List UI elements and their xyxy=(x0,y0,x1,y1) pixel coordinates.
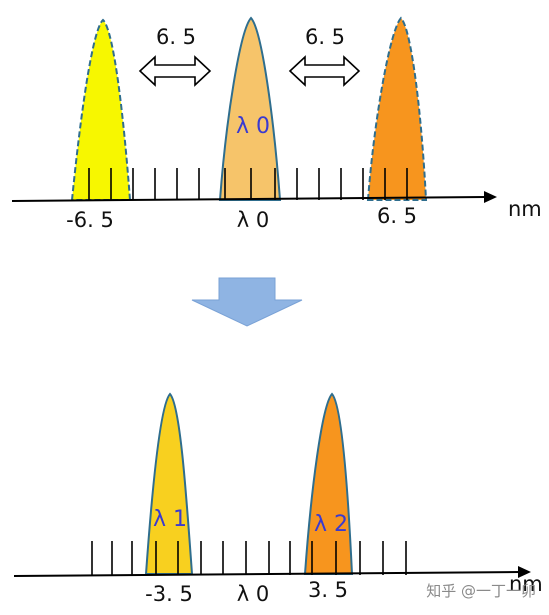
gap-left-label: 6. 5 xyxy=(156,25,196,49)
watermark: 知乎 @一丁一卯 xyxy=(426,582,536,600)
double-arrow-left xyxy=(138,55,212,87)
bottom-tick-label-left: -3. 5 xyxy=(145,582,193,606)
bottom-tick-label-center: λ 0 xyxy=(237,582,269,606)
gap-right-label: 6. 5 xyxy=(305,25,345,49)
bottom-panel: λ 1 λ 2 -3. 5 λ 0 3. 5 nm xyxy=(13,392,543,606)
peak-lambda1-label: λ 1 xyxy=(153,507,187,532)
center-peak-label: λ 0 xyxy=(236,114,270,139)
peak-center-lambda0 xyxy=(218,16,282,201)
down-arrow-icon xyxy=(191,277,303,327)
peak-lambda2-label: λ 2 xyxy=(314,512,348,537)
transition-arrow xyxy=(191,277,303,327)
top-axis-unit: nm xyxy=(508,197,542,221)
peak-right-orange xyxy=(366,16,428,201)
bottom-axis-unit: nm xyxy=(509,572,543,596)
top-panel: 6. 5 6. 5 λ 0 -6. 5 λ 0 6. 5 nm xyxy=(11,16,542,232)
bottom-axis-ticks xyxy=(91,541,407,575)
top-axis-arrowhead xyxy=(484,191,497,203)
double-arrow-right xyxy=(288,55,361,87)
peak-lambda1 xyxy=(144,392,194,575)
bottom-axis-line xyxy=(13,571,521,577)
peak-left-yellow xyxy=(70,18,132,201)
top-tick-label-center: λ 0 xyxy=(237,208,269,232)
top-axis-line xyxy=(11,196,487,202)
bottom-tick-label-right: 3. 5 xyxy=(308,578,348,602)
top-tick-label-right: 6. 5 xyxy=(377,204,417,228)
bottom-axis-arrowhead xyxy=(518,566,531,578)
top-axis-ticks xyxy=(88,168,408,200)
top-tick-label-left: -6. 5 xyxy=(66,208,114,232)
peak-lambda2 xyxy=(303,392,354,575)
